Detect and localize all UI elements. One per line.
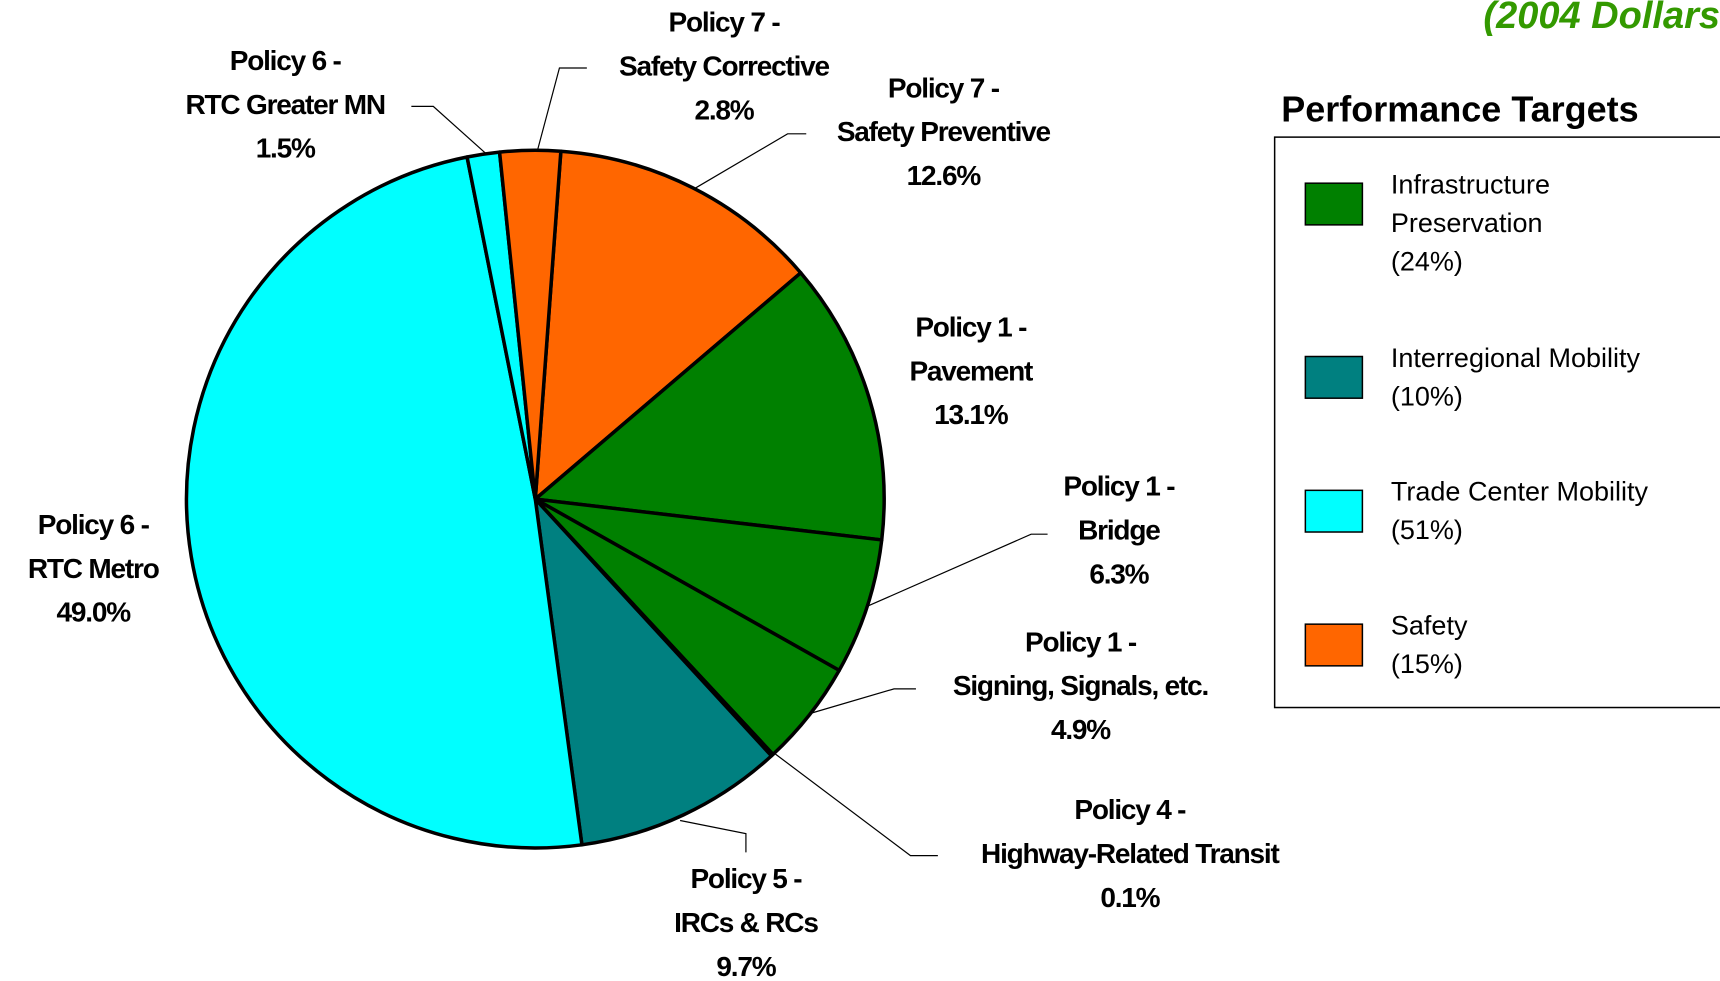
chart-subtitle: (2004 Dollars [1483,0,1720,37]
slice-label: Safety Corrective [619,50,830,81]
legend-label: Preservation [1391,208,1543,238]
legend-label: (15%) [1391,649,1463,679]
pie-slice [533,149,803,501]
slice-value-label: 4.9% [1051,714,1111,745]
slice-value-label: 13.1% [934,399,1009,430]
legend-swatch [1304,489,1364,533]
slice-label: Policy 6 - [230,45,342,76]
legend-label: (51%) [1391,515,1463,545]
pie-slice [533,497,774,847]
slice-label: Policy 6 - [38,509,150,540]
legend-label: (10%) [1391,381,1463,411]
slice-label: IRCs & RCs [674,907,818,938]
slice-label: Policy 1 - [1063,471,1175,502]
leader-line [411,105,487,155]
legend-label: Infrastructure [1391,170,1550,200]
slice-label: RTC Metro [28,553,160,584]
slice-label: Policy 7 - [888,72,1000,103]
legend-swatch [1304,182,1364,226]
leader-line [694,133,807,190]
leader-line [811,688,916,714]
slice-label: Policy 1 - [1025,626,1137,657]
slice-label: RTC Greater MN [185,89,384,120]
leader-line [679,819,747,853]
legend-title: Performance Targets [1281,88,1638,129]
slice-label: Policy 7 - [669,7,781,38]
legend-label: Trade Center Mobility [1391,477,1649,507]
slice-value-label: 12.6% [907,160,982,191]
legend-box [1273,136,1720,709]
slice-label: Highway-Related Transit [981,838,1279,869]
pie-slice [533,271,886,542]
leader-line [536,67,587,151]
slice-label: Policy 1 - [915,311,1027,342]
legend-swatch [1304,355,1364,399]
slice-label: Bridge [1078,514,1160,545]
slice-label: Safety Preventive [837,116,1051,147]
legend-swatch [1304,623,1364,667]
slice-value-label: 49.0% [57,597,132,628]
slice-label: Policy 4 - [1074,794,1186,825]
slice-value-label: 2.8% [694,94,754,125]
slice-label: Signing, Signals, etc. [953,670,1208,701]
legend-label: Safety [1391,611,1468,641]
pie-slice [533,497,884,673]
leader-line [866,533,1048,608]
slice-value-label: 9.7% [716,951,776,981]
slice-label: Pavement [909,355,1033,386]
pie-slice [184,155,584,850]
slice-value-label: 6.3% [1089,558,1149,589]
legend-label: Interregional Mobility [1391,343,1641,373]
pie-slice [497,148,563,501]
leader-line [772,752,938,857]
slice-label: Policy 5 - [690,863,802,894]
legend-label: (24%) [1391,246,1463,276]
slice-value-label: 0.1% [1100,882,1160,913]
slice-value-label: 1.5% [256,133,316,164]
